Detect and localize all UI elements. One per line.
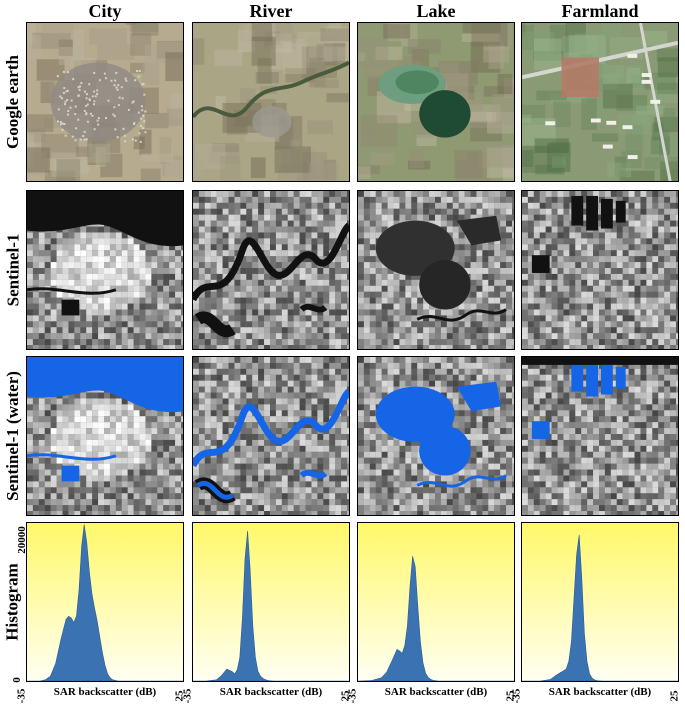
column-title-river: River xyxy=(249,1,293,21)
y-tick-max: 20000 xyxy=(15,526,28,554)
sentinel1-image-lake xyxy=(357,190,515,350)
sentinel1-image-farmland xyxy=(521,190,679,350)
histogram-svg xyxy=(193,523,349,681)
histogram-plot-lake xyxy=(357,522,515,682)
y-tick-min: 0 xyxy=(10,677,23,683)
x-axis-label: SAR backscatter (dB) xyxy=(384,686,488,698)
row-title-label: Histogram xyxy=(3,563,22,641)
histogram-background xyxy=(358,523,514,681)
google-earth-image-river xyxy=(192,22,350,182)
google-earth-image-lake xyxy=(357,22,515,182)
histogram-series-city xyxy=(27,524,183,681)
row-title-label: Sentinel-1 xyxy=(3,233,23,307)
histogram-background xyxy=(27,523,183,681)
row-title-1: Sentinel-1 xyxy=(0,190,26,350)
histogram-series-lake xyxy=(358,556,514,681)
histogram-series-farmland xyxy=(522,534,678,681)
x-axis-label: SAR backscatter (dB) xyxy=(53,686,157,698)
row-title-label: Sentinel-1 (water) xyxy=(3,371,23,501)
sentinel1-image-city xyxy=(26,190,184,350)
histogram-plot-river xyxy=(192,522,350,682)
histogram-svg xyxy=(522,523,678,681)
x-axis-label: SAR backscatter (dB) xyxy=(548,686,652,698)
histogram-svg xyxy=(27,523,183,681)
histogram-series-river xyxy=(193,530,349,681)
google-earth-image-farmland xyxy=(521,22,679,182)
sentinel1-image-river xyxy=(192,190,350,350)
row-title-2: Sentinel-1 (water) xyxy=(0,356,26,516)
histogram-plot-farmland xyxy=(521,522,679,682)
x-axis-label: SAR backscatter (dB) xyxy=(219,686,323,698)
column-title-lake: Lake xyxy=(416,1,456,21)
google-earth-image-city xyxy=(26,22,184,182)
histogram-background xyxy=(193,523,349,681)
sentinel1-water-image-river xyxy=(192,356,350,516)
histogram-svg xyxy=(358,523,514,681)
sentinel1-water-image-farmland xyxy=(521,356,679,516)
sentinel1-water-image-lake xyxy=(357,356,515,516)
column-title-city: City xyxy=(88,1,122,21)
row-title-0: Google earth xyxy=(0,22,26,182)
column-title-farmland: Farmland xyxy=(561,1,639,21)
sentinel1-water-image-city xyxy=(26,356,184,516)
histogram-plot-city xyxy=(26,522,184,682)
histogram-background xyxy=(522,523,678,681)
row-title-label: Google earth xyxy=(3,55,23,149)
